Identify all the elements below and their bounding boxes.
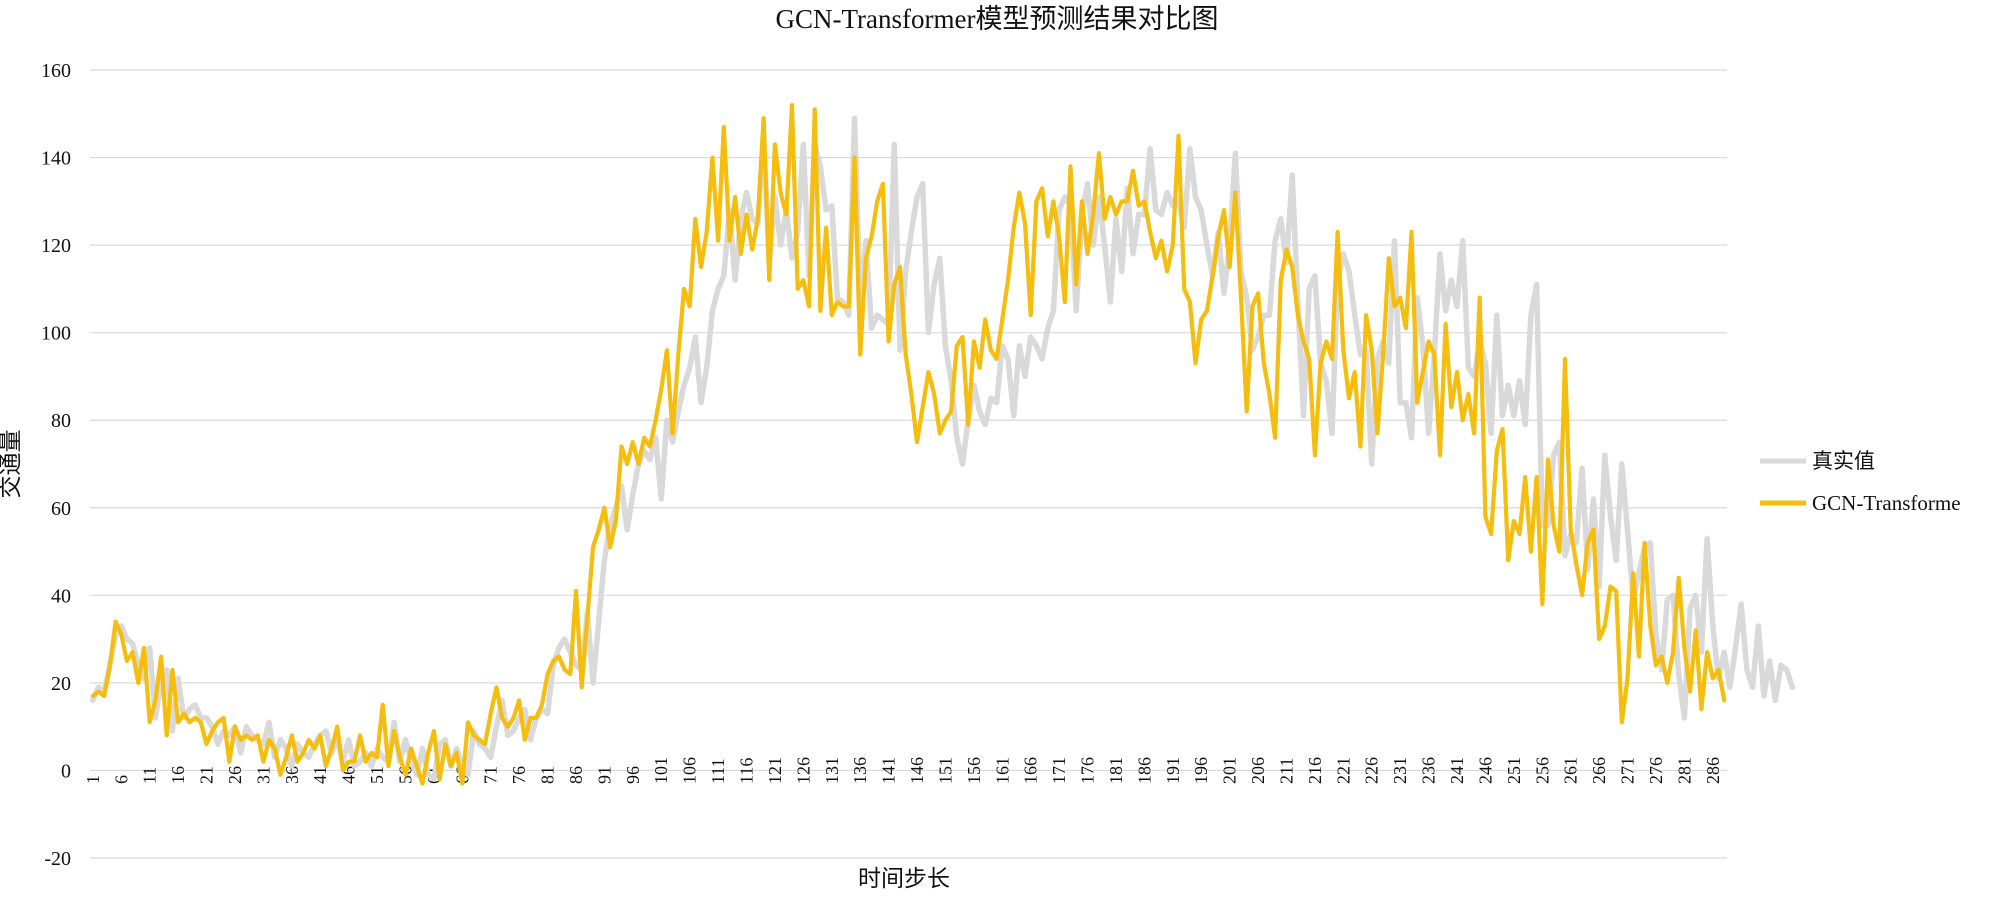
y-axis-ticks: -20 0 20 40 60 80 100 120 140 160 [41, 60, 71, 870]
x-tick-label: 236 [1419, 757, 1439, 784]
x-tick-label: 191 [1163, 757, 1183, 784]
x-tick-label: 76 [509, 766, 529, 784]
x-tick-label: 131 [822, 757, 842, 784]
x-tick-label: 246 [1475, 757, 1495, 784]
y-tick-label: 160 [41, 60, 71, 82]
y-axis-label: 交通量 [0, 430, 23, 499]
x-tick-label: 116 [737, 758, 757, 784]
x-tick-label: 171 [1049, 757, 1069, 784]
x-tick-label: 1 [83, 775, 103, 784]
x-tick-label: 146 [907, 757, 927, 784]
x-tick-label: 241 [1447, 757, 1467, 784]
y-tick-label: 20 [51, 673, 71, 695]
y-tick-label: 120 [41, 235, 71, 257]
x-tick-label: 71 [481, 766, 501, 784]
x-tick-label: 81 [538, 766, 558, 784]
y-tick-label: 0 [61, 760, 71, 782]
legend-label: 真实值 [1812, 449, 1875, 473]
x-tick-label: 201 [1220, 757, 1240, 784]
x-tick-label: 86 [566, 766, 586, 784]
x-tick-label: 31 [253, 766, 273, 784]
x-tick-label: 136 [850, 757, 870, 784]
x-tick-label: 211 [1276, 758, 1296, 784]
x-tick-label: 281 [1674, 757, 1694, 784]
x-tick-label: 121 [765, 757, 785, 784]
chart-title: GCN-Transformer模型预测结果对比图 [776, 4, 1219, 34]
x-tick-label: 186 [1134, 757, 1154, 784]
x-tick-label: 91 [594, 766, 614, 784]
x-axis-label: 时间步长 [858, 866, 950, 891]
x-tick-label: 226 [1362, 757, 1382, 784]
legend: 真实值 GCN-Transforme [1760, 449, 1961, 515]
series-line-1 [90, 115, 1796, 782]
x-tick-label: 151 [935, 757, 955, 784]
y-tick-label: 140 [41, 148, 71, 170]
x-tick-label: 111 [708, 758, 728, 784]
x-tick-label: 276 [1646, 757, 1666, 784]
x-tick-label: 266 [1589, 757, 1609, 784]
legend-label: GCN-Transforme [1812, 491, 1961, 515]
x-tick-label: 221 [1333, 757, 1353, 784]
x-tick-label: 256 [1532, 757, 1552, 784]
x-tick-label: 11 [140, 767, 160, 784]
x-tick-label: 156 [964, 757, 984, 784]
y-tick-label: 80 [51, 410, 71, 432]
x-tick-label: 6 [111, 775, 131, 784]
x-tick-label: 206 [1248, 757, 1268, 784]
x-tick-label: 126 [793, 757, 813, 784]
x-tick-label: 196 [1191, 757, 1211, 784]
x-tick-label: 106 [680, 757, 700, 784]
x-tick-label: 216 [1305, 757, 1325, 784]
x-tick-label: 51 [367, 766, 387, 784]
x-tick-label: 286 [1703, 757, 1723, 784]
y-tick-label: 100 [41, 323, 71, 345]
x-tick-label: 176 [1078, 757, 1098, 784]
x-tick-label: 251 [1504, 757, 1524, 784]
x-tick-label: 96 [623, 766, 643, 784]
x-tick-label: 261 [1561, 757, 1581, 784]
x-tick-label: 41 [310, 766, 330, 784]
x-tick-label: 141 [879, 757, 899, 784]
series-line-2 [90, 102, 1727, 786]
gridlines [90, 69, 1727, 859]
x-tick-label: 231 [1390, 757, 1410, 784]
x-tick-label: 26 [225, 766, 245, 784]
x-tick-label: 166 [1021, 757, 1041, 784]
y-tick-label: -20 [44, 848, 71, 870]
x-tick-label: 101 [651, 757, 671, 784]
x-tick-label: 161 [992, 757, 1012, 784]
series-lines [90, 102, 1796, 786]
x-tick-label: 16 [168, 766, 188, 784]
y-tick-label: 60 [51, 498, 71, 520]
x-tick-label: 181 [1106, 757, 1126, 784]
y-tick-label: 40 [51, 585, 71, 607]
x-tick-label: 271 [1618, 757, 1638, 784]
x-tick-label: 36 [282, 766, 302, 784]
x-tick-label: 21 [197, 766, 217, 784]
